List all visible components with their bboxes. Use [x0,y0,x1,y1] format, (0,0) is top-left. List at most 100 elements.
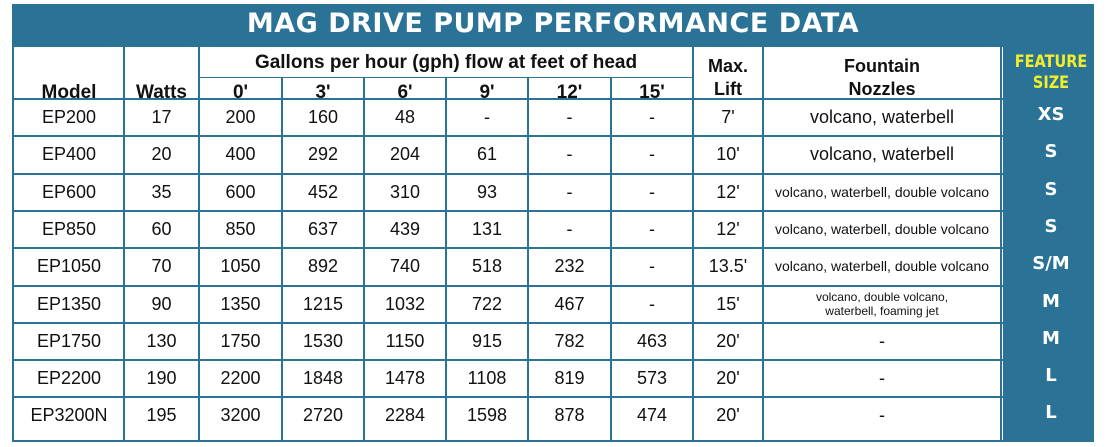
cell-model: EP850 [41,218,97,239]
cell-flow-2: 740 [389,256,421,277]
column-divider [123,47,125,440]
cell-flow-0: 400 [225,144,256,165]
cell-nozzles: volcano, waterbell, double volcano [774,220,990,237]
cell-watts: 20 [151,144,172,165]
flow-group-underline [199,77,693,78]
cell-flow-5: 474 [636,405,668,426]
cell-flow-4: 878 [554,405,585,426]
cell-model: EP1350 [36,293,102,314]
cell-max-lift: 13.5' [708,256,748,277]
cell-flow-5: 573 [636,368,668,389]
cell-flow-3: 1108 [467,368,507,389]
feature-size-header-line2: SIZE [1032,73,1070,93]
cell-model: EP600 [41,181,97,202]
cell-nozzles: volcano, waterbell [809,144,955,165]
cell-flow-5: - [649,107,655,127]
cell-max-lift: 12' [716,218,740,239]
row-divider [14,209,1003,212]
cell-feature-size: XS [1037,104,1065,125]
cell-flow-4: - [566,144,573,165]
header-head-5: 15' [639,82,665,103]
cell-feature-size: S [1044,141,1058,163]
cell-flow-3: 61 [476,144,498,165]
header-watts: Watts [135,82,188,103]
cell-max-lift: 10' [716,144,740,165]
cell-max-lift: 20' [716,330,740,351]
column-divider [692,47,694,440]
cell-flow-3: 518 [471,256,503,277]
cell-flow-2: 2284 [384,405,426,426]
row-divider [14,247,1003,250]
cell-flow-0: 200 [225,107,256,127]
cell-flow-2: 310 [389,181,421,202]
header-head-2: 6' [397,82,413,103]
cell-max-lift: 20' [716,368,740,389]
table-title: MAG DRIVE PUMP PERFORMANCE DATA [246,8,860,39]
cell-nozzles: volcano, waterbell, double volcano [774,183,990,200]
cell-flow-1: 2720 [302,405,344,426]
cell-flow-3: - [484,107,490,127]
header-nozzles-line2: Nozzles [848,79,916,99]
cell-max-lift: 20' [716,405,740,426]
cell-flow-1: 160 [307,107,339,127]
cell-flow-0: 1350 [220,293,261,314]
cell-feature-size: S [1044,215,1058,237]
cell-watts: 60 [151,218,172,239]
column-divider [610,78,612,440]
column-divider [762,47,764,440]
row-divider [14,321,1003,324]
cell-watts: 17 [151,107,172,127]
cell-flow-3: 131 [471,218,503,239]
cell-nozzles: - [879,405,885,426]
header-max-lift-line1: Max. [707,56,749,76]
cell-flow-5: - [649,181,655,202]
cell-model: EP3200N [30,405,108,426]
cell-flow-1: 1530 [302,330,344,351]
cell-flow-3: 1598 [466,405,508,426]
row-divider [14,98,1003,100]
cell-flow-3: 93 [476,181,498,202]
cell-nozzles: volcano, waterbell [809,107,955,127]
cell-flow-4: 467 [554,293,585,314]
cell-flow-4: - [566,107,573,127]
cell-flow-1: 1848 [302,368,344,389]
cell-feature-size: S/M [1032,253,1070,275]
cell-model: EP1050 [36,256,102,277]
cell-feature-size: L [1045,365,1057,387]
cell-flow-3: 722 [471,293,503,314]
cell-watts: 190 [146,368,177,389]
cell-flow-1: 637 [307,218,339,239]
cell-flow-3: 915 [471,330,503,351]
cell-watts: 195 [146,405,177,426]
column-divider [527,78,529,440]
column-divider [445,78,447,440]
cell-feature-size: L [1045,402,1057,424]
header-head-4: 12' [556,82,583,103]
cell-flow-5: - [649,256,655,277]
cell-flow-4: 819 [554,368,585,389]
column-divider [198,47,200,440]
cell-flow-5: 463 [636,330,668,351]
cell-feature-size: M [1042,327,1060,349]
row-divider [14,359,1003,362]
cell-flow-0: 600 [225,181,256,202]
cell-flow-4: 782 [554,330,585,351]
cell-model: EP2200 [36,368,102,389]
cell-watts: 90 [151,293,172,314]
header-flow-group: Gallons per hour (gph) flow at feet of h… [254,52,638,73]
cell-flow-1: 292 [307,144,339,165]
cell-flow-0: 2200 [220,368,261,389]
cell-watts: 130 [146,330,177,351]
feature-size-header: FEATURE SIZE [1014,52,1087,94]
column-divider [1000,47,1002,440]
cell-nozzles: - [879,330,885,351]
cell-max-lift: 15' [716,293,740,314]
row-divider [14,396,1003,399]
row-divider [14,172,1003,175]
cell-flow-4: - [566,181,573,202]
cell-flow-2: 1478 [384,368,426,389]
cell-flow-0: 3200 [220,405,261,426]
cell-model: EP400 [41,144,97,165]
row-divider [14,135,1003,138]
cell-flow-5: - [649,293,655,314]
